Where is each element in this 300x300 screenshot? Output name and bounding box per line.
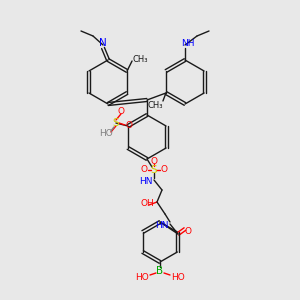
Text: O: O [117, 106, 124, 116]
Text: CH₃: CH₃ [132, 55, 148, 64]
Text: O: O [160, 166, 167, 175]
Text: S: S [151, 165, 157, 175]
Text: CH₃: CH₃ [147, 101, 163, 110]
Text: O: O [140, 166, 148, 175]
Text: NH: NH [181, 38, 195, 47]
Text: O: O [184, 226, 191, 236]
Text: S: S [112, 118, 119, 128]
Text: O: O [151, 158, 158, 166]
Text: HN: HN [139, 178, 153, 187]
Text: B: B [156, 266, 164, 276]
Text: HN: HN [155, 221, 169, 230]
Text: HO: HO [171, 272, 185, 281]
Text: HO: HO [99, 128, 113, 137]
Text: OH: OH [140, 200, 154, 208]
Text: O: O [125, 121, 132, 130]
Text: HO: HO [135, 272, 149, 281]
Text: N: N [99, 38, 107, 48]
